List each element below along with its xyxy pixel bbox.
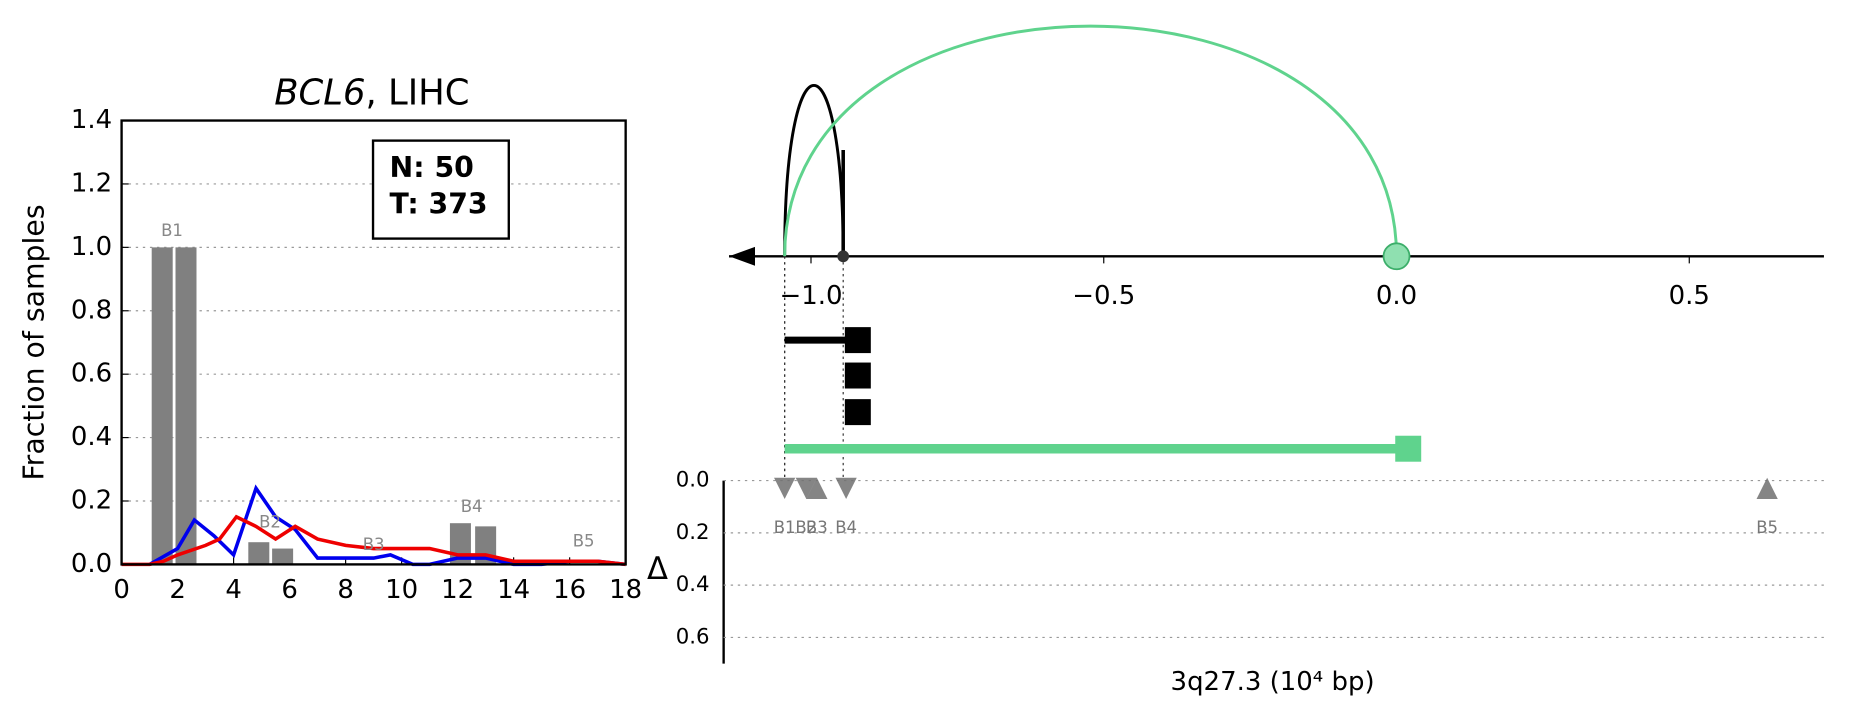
bar-annotation: B2 xyxy=(259,513,281,532)
fusion-arc xyxy=(783,24,1398,257)
y-tick-label: 0.6 xyxy=(676,624,710,649)
delta-axis-label: Δ xyxy=(647,552,668,587)
plot-frame xyxy=(120,119,627,566)
bar xyxy=(151,247,173,565)
bar xyxy=(248,542,270,565)
breakpoint-marker xyxy=(806,477,828,500)
y-axis-label: Fraction of samples xyxy=(17,204,50,480)
segment-end xyxy=(1395,435,1422,462)
bar-annotation: B1 xyxy=(161,221,183,240)
x-tick-label: 6 xyxy=(281,575,298,605)
x-axis-label: 3q27.3 (10⁴ bp) xyxy=(1171,667,1375,697)
line-series xyxy=(148,484,626,567)
line-series xyxy=(121,514,626,567)
breakpoint-label: B5 xyxy=(1756,518,1778,537)
x-tick-label: 2 xyxy=(169,575,186,605)
x-tick-label: 8 xyxy=(337,575,354,605)
x-tick-label: 16 xyxy=(553,575,586,605)
breakpoint-label: B2 xyxy=(795,518,817,537)
x-tick-label: 12 xyxy=(441,575,474,605)
axis-arrow xyxy=(729,246,755,266)
breakpoint-label: B4 xyxy=(835,518,857,537)
fusion-arc xyxy=(783,84,845,257)
breakpoint-label: B1 xyxy=(774,518,796,537)
y-tick-label: 0.2 xyxy=(676,520,710,545)
y-tick-label: 1.0 xyxy=(71,232,112,262)
x-tick-label: −1.0 xyxy=(779,281,842,311)
bar xyxy=(272,548,294,565)
breakpoint-marker xyxy=(774,477,796,500)
x-tick-label: 0.0 xyxy=(1376,281,1417,311)
bar-annotation: B5 xyxy=(573,532,595,551)
segment-end xyxy=(844,327,871,354)
breakpoint-label: B3 xyxy=(806,518,828,537)
count-text: T: 373 xyxy=(390,188,488,221)
y-tick-label: 0.0 xyxy=(71,549,112,579)
breakpoint-marker xyxy=(835,477,857,500)
bar-annotation: B3 xyxy=(363,535,385,554)
y-tick-label: 0.4 xyxy=(676,572,710,597)
segment-end xyxy=(844,362,871,389)
x-tick-label: 0 xyxy=(113,575,130,605)
y-tick-label: 0.2 xyxy=(71,485,112,515)
x-tick-label: 18 xyxy=(609,575,642,605)
x-tick-label: 10 xyxy=(385,575,418,605)
breakpoint-marker xyxy=(1756,477,1778,500)
title-gene: BCL6 xyxy=(274,73,365,114)
count-text: N: 50 xyxy=(390,151,474,184)
x-tick-label: 14 xyxy=(497,575,530,605)
arc-anchor xyxy=(1382,242,1411,271)
y-tick-label: 1.4 xyxy=(71,105,112,135)
y-tick-label: 0.0 xyxy=(676,468,710,493)
y-tick-label: 0.6 xyxy=(71,359,112,389)
breakpoint-marker xyxy=(795,477,817,500)
bar xyxy=(175,247,197,565)
bar-annotation: B4 xyxy=(461,497,483,516)
count-box xyxy=(371,139,510,240)
x-tick-label: −0.5 xyxy=(1072,281,1135,311)
left-title: BCL6, LIHC xyxy=(274,73,469,114)
y-tick-label: 0.4 xyxy=(71,422,112,452)
y-tick-label: 0.8 xyxy=(71,295,112,325)
x-tick-label: 0.5 xyxy=(1669,281,1710,311)
segment-end xyxy=(844,399,871,426)
x-tick-label: 4 xyxy=(225,575,242,605)
y-tick-label: 1.2 xyxy=(71,168,112,198)
title-cohort: , LIHC xyxy=(365,73,469,114)
arc-anchor xyxy=(837,250,850,263)
